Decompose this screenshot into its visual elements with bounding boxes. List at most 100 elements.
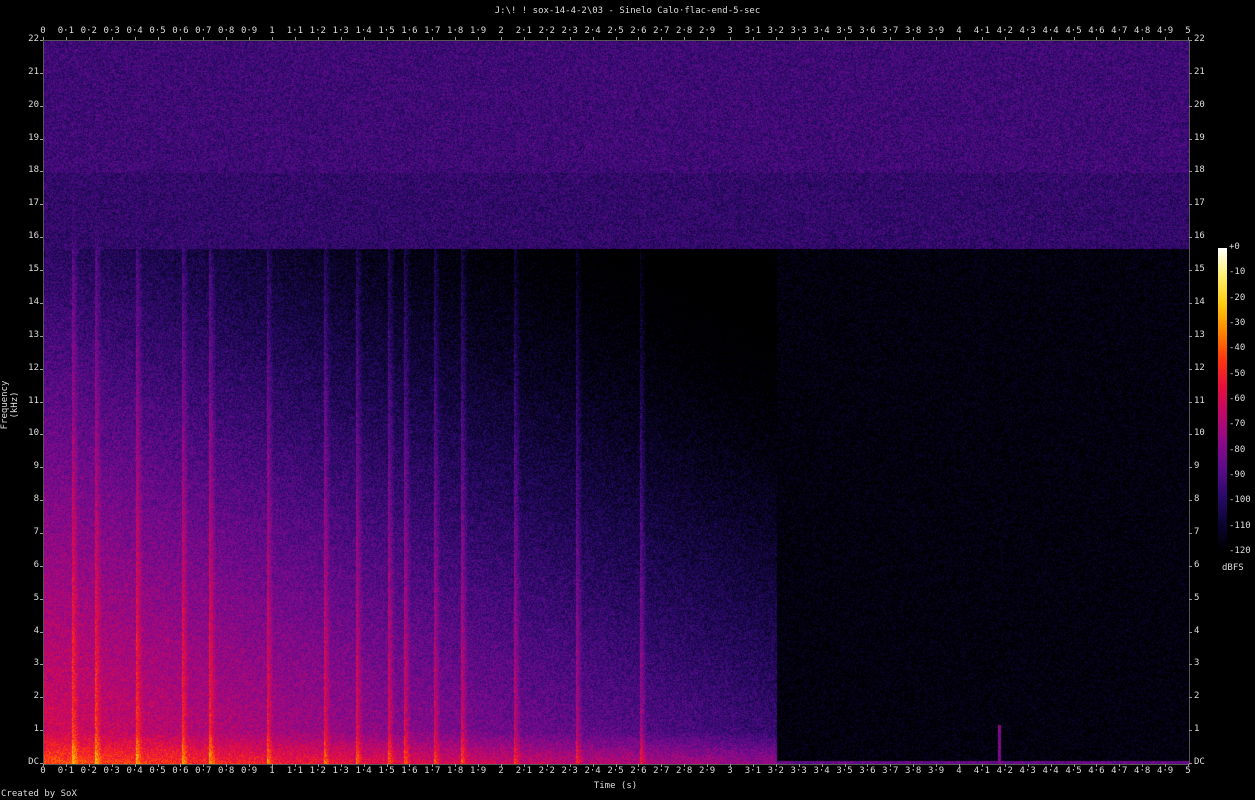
x-tick-label: 1·7: [424, 26, 441, 36]
y-tick-label: 16: [28, 231, 39, 242]
x-axis-label: Time (s): [593, 781, 638, 791]
x-tick-mark: [523, 37, 525, 40]
x-tick-label: 2·9: [698, 26, 716, 36]
y-tick-mark: [1189, 40, 1192, 41]
y-tick-mark: [40, 270, 43, 272]
x-tick-mark: [432, 764, 434, 767]
colorbar-tick-label: -80: [1229, 444, 1246, 455]
colorbar-tick-label: -100: [1229, 495, 1251, 506]
x-tick-label: 2·5: [607, 26, 624, 36]
x-tick-mark: [936, 764, 938, 767]
x-tick-label: 0·2: [80, 766, 97, 776]
y-tick-label: 9: [33, 461, 39, 472]
x-tick-label: 1·1: [286, 26, 304, 36]
x-tick-mark: [890, 37, 892, 40]
x-tick-mark: [294, 764, 296, 767]
y-tick-label-right: 22: [1194, 34, 1205, 44]
y-tick-mark: [40, 763, 43, 764]
y-tick-label-right: 11: [1194, 395, 1205, 406]
y-tick-label: 17: [28, 198, 39, 209]
y-tick-label-right: 13: [1194, 329, 1205, 340]
x-tick-mark: [890, 764, 892, 767]
x-tick-mark: [661, 764, 663, 767]
x-tick-mark: [134, 764, 136, 767]
x-tick-label: 0·5: [149, 766, 166, 776]
x-tick-mark: [409, 37, 411, 40]
x-tick-label: 1·2: [309, 26, 326, 36]
x-tick-mark: [638, 764, 640, 767]
x-tick-mark: [546, 764, 548, 767]
x-tick-mark: [272, 764, 273, 767]
y-tick-mark: [40, 467, 43, 469]
y-tick-mark: [1189, 730, 1192, 732]
y-tick-mark: [40, 598, 43, 600]
x-tick-mark: [363, 764, 365, 767]
x-tick-label: 2·7: [653, 766, 670, 776]
x-tick-label: 3·6: [859, 26, 876, 36]
x-tick-label: 4: [956, 766, 962, 776]
x-tick-mark: [386, 37, 388, 40]
x-tick-label: 2·5: [607, 766, 624, 776]
x-tick-label: 0: [40, 766, 46, 776]
y-tick-label: 15: [28, 264, 39, 275]
x-tick-mark: [1119, 764, 1121, 767]
x-tick-mark: [249, 37, 251, 40]
y-tick-label: 19: [28, 132, 39, 143]
x-tick-label: 0·4: [126, 766, 143, 776]
x-tick-mark: [111, 37, 113, 40]
x-tick-label: 0·1: [57, 766, 75, 776]
x-tick-label: 2·8: [676, 766, 693, 776]
y-tick-label-right: 8: [1194, 494, 1200, 505]
y-tick-mark: [40, 40, 43, 41]
x-tick-mark: [226, 764, 228, 767]
x-tick-mark: [65, 37, 67, 40]
x-tick-label: 3·3: [790, 26, 807, 36]
x-tick-mark: [638, 37, 640, 40]
x-tick-mark: [1073, 764, 1075, 767]
x-tick-label: 0·8: [218, 26, 235, 36]
x-tick-mark: [1004, 764, 1006, 767]
x-tick-label: 2·1: [515, 766, 533, 776]
x-tick-mark: [249, 764, 251, 767]
x-tick-mark: [432, 37, 434, 40]
x-tick-mark: [546, 37, 548, 40]
x-tick-label: 3·9: [927, 26, 945, 36]
x-tick-mark: [569, 37, 571, 40]
x-tick-label: 2·4: [584, 766, 601, 776]
y-tick-mark: [1189, 138, 1192, 140]
y-tick-mark: [40, 434, 43, 436]
y-tick-label-right: 1: [1194, 724, 1200, 735]
x-tick-mark: [180, 764, 182, 767]
x-tick-mark: [340, 37, 342, 40]
colorbar-tick-label: -70: [1229, 419, 1246, 430]
x-tick-label: 1·4: [355, 26, 372, 36]
y-tick-label-right: 21: [1194, 66, 1205, 77]
y-tick-mark: [40, 664, 43, 666]
x-tick-label: 2·6: [630, 766, 647, 776]
x-tick-label: 4·3: [1019, 766, 1036, 776]
y-tick-label: 5: [33, 592, 39, 603]
x-tick-label: 3·2: [767, 26, 784, 36]
x-tick-mark: [684, 764, 686, 767]
y-tick-mark: [1189, 434, 1192, 436]
x-tick-mark: [455, 37, 457, 40]
y-axis-label: Frequency (kHz): [0, 380, 20, 430]
x-tick-mark: [226, 37, 228, 40]
y-tick-label-right: 17: [1194, 198, 1205, 209]
x-tick-mark: [1027, 764, 1029, 767]
y-tick-mark: [40, 368, 43, 370]
x-tick-label: 1·8: [447, 26, 464, 36]
x-tick-mark: [592, 37, 594, 40]
x-tick-label: 3·4: [813, 26, 830, 36]
y-tick-label-right: 5: [1194, 592, 1200, 603]
y-tick-mark: [1189, 467, 1192, 469]
x-tick-label: 4·1: [973, 26, 991, 36]
x-tick-label: 3·5: [836, 766, 853, 776]
colorbar-tick-label: -120: [1229, 546, 1251, 556]
x-tick-label: 1·3: [332, 766, 349, 776]
x-tick-mark: [775, 764, 777, 767]
x-tick-mark: [959, 764, 960, 767]
y-tick-label-right: 18: [1194, 165, 1205, 176]
x-tick-mark: [1165, 37, 1167, 40]
x-tick-label: 4·2: [996, 766, 1013, 776]
